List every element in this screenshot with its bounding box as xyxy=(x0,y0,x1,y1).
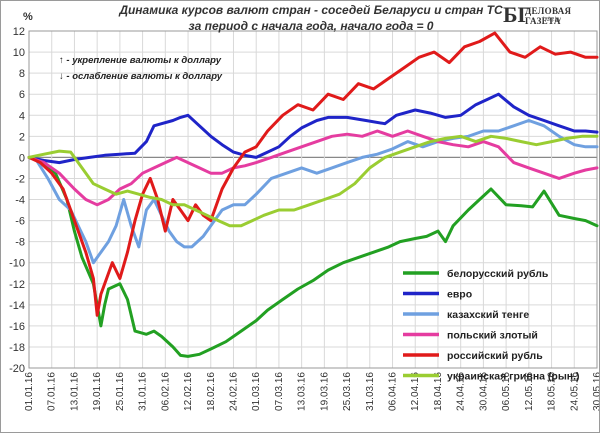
x-tick-label: 18.04.16 xyxy=(433,372,444,411)
x-tick-label: 06.05.16 xyxy=(501,372,512,411)
y-tick-label: -16 xyxy=(9,321,25,333)
publisher-logo: БГ ДЕЛОВАЯ ГАЗЕТА bdg.by xyxy=(503,2,593,27)
series-line xyxy=(27,119,599,265)
series-line xyxy=(27,134,599,228)
y-tick-label: -14 xyxy=(9,300,25,312)
y-tick-label: 2 xyxy=(19,131,25,143)
y-tick-label: -20 xyxy=(9,363,25,375)
series-line xyxy=(27,129,599,207)
y-tick-label: -6 xyxy=(15,216,25,228)
x-tick-label: 18.02.16 xyxy=(206,372,217,411)
y-tick-label: 12 xyxy=(13,26,25,38)
legend-label: казахский тенге xyxy=(447,309,529,321)
y-tick-label: -12 xyxy=(9,279,25,291)
x-tick-label: 06.04.16 xyxy=(388,372,399,411)
note-weakening: ↓ - ослабление валюты к доллару xyxy=(59,71,223,82)
legend-label: белорусский рубль xyxy=(447,268,549,280)
chart-title-line1: Динамика курсов валют стран - соседей Бе… xyxy=(119,3,503,17)
legend-label: евро xyxy=(447,289,472,301)
note-strengthening: ↑ - укрепление валюты к доллару xyxy=(59,55,221,66)
x-tick-label: 30.04.16 xyxy=(478,372,489,411)
logo-site: bdg.by xyxy=(543,17,562,23)
legend-label: украинская гривна (рын.) xyxy=(447,371,580,383)
y-tick-label: -4 xyxy=(15,195,25,207)
x-tick-label: 24.04.16 xyxy=(456,372,467,411)
x-tick-label: 25.01.16 xyxy=(115,372,126,411)
x-tick-label: 25.03.16 xyxy=(342,372,353,411)
y-tick-label: -18 xyxy=(9,342,25,354)
x-tick-label: 30.05.16 xyxy=(592,372,600,411)
y-tick-label: 10 xyxy=(13,47,25,59)
x-tick-label: 12.04.16 xyxy=(410,372,421,411)
legend-label: российский рубль xyxy=(447,350,543,362)
x-tick-label: 24.02.16 xyxy=(228,372,239,411)
logo-name: ДЕЛОВАЯ ГАЗЕТА xyxy=(525,6,572,26)
x-tick-label: 13.03.16 xyxy=(297,372,308,411)
legend-label: польский злотый xyxy=(447,330,538,342)
chart-title-line2: за период с начала года, начало года = 0 xyxy=(188,19,434,33)
y-tick-label: 8 xyxy=(19,68,25,80)
x-tick-label: 01.01.16 xyxy=(24,372,35,411)
logo-mark: БГ xyxy=(503,2,532,27)
plot-area xyxy=(28,30,598,369)
y-tick-label: -2 xyxy=(15,173,25,185)
x-tick-label: 12.02.16 xyxy=(183,372,194,411)
y-unit-label: % xyxy=(23,11,33,23)
x-tick-label: 07.03.16 xyxy=(274,372,285,411)
x-tick-label: 24.05.16 xyxy=(569,372,580,411)
x-tick-label: 18.05.16 xyxy=(547,372,558,411)
x-tick-label: 19.01.16 xyxy=(92,372,103,411)
x-tick-label: 07.01.16 xyxy=(47,372,58,411)
y-tick-label: 4 xyxy=(19,110,25,122)
y-tick-label: -8 xyxy=(15,237,25,249)
series-line xyxy=(27,155,599,358)
x-tick-label: 12.05.16 xyxy=(524,372,535,411)
x-tick-label: 01.03.16 xyxy=(251,372,262,411)
x-tick-label: 19.03.16 xyxy=(319,372,330,411)
x-tick-label: 06.02.16 xyxy=(160,372,171,411)
series-line xyxy=(27,31,599,317)
x-tick-label: 31.01.16 xyxy=(138,372,149,411)
y-tick-label: 0 xyxy=(19,152,25,164)
series-line xyxy=(27,92,599,165)
x-tick-label: 31.03.16 xyxy=(365,372,376,411)
x-tick-label: 13.01.16 xyxy=(69,372,80,411)
y-tick-label: 6 xyxy=(19,89,25,101)
y-tick-label: -10 xyxy=(9,258,25,270)
